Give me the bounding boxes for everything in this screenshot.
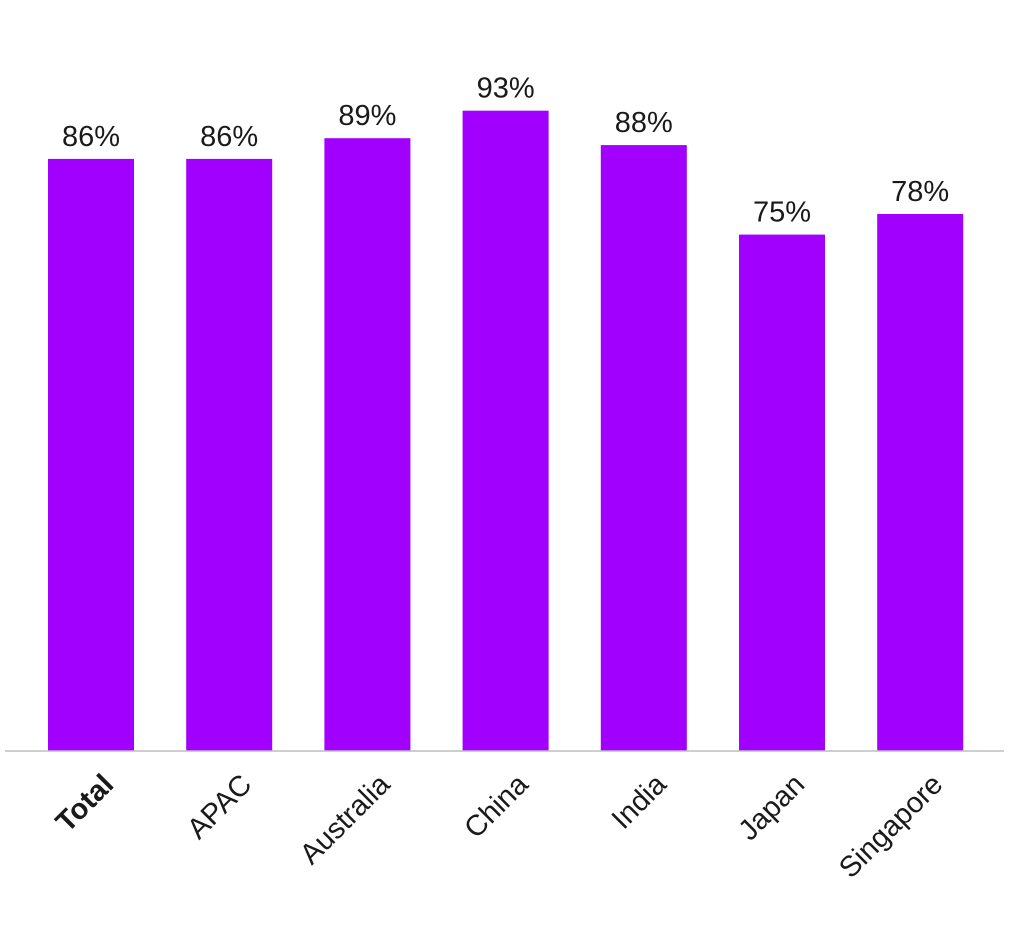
category-label-australia: Australia bbox=[294, 768, 397, 871]
value-labels-group: 86% 86% 89% 93% 88% 75% 78% bbox=[62, 73, 949, 229]
bar-china bbox=[462, 110, 549, 751]
category-label-singapore: Singapore bbox=[833, 768, 949, 884]
value-label-india: 88% bbox=[615, 107, 673, 139]
category-label-china: China bbox=[458, 768, 535, 845]
bars-group bbox=[48, 110, 964, 752]
value-label-apac: 86% bbox=[200, 121, 258, 153]
value-label-australia: 89% bbox=[338, 100, 396, 132]
value-label-total: 86% bbox=[62, 121, 120, 153]
bar-india bbox=[600, 145, 687, 752]
category-label-japan: Japan bbox=[733, 768, 811, 846]
value-label-singapore: 78% bbox=[891, 176, 949, 208]
value-label-japan: 75% bbox=[753, 197, 811, 229]
bar-singapore bbox=[877, 214, 964, 751]
category-label-apac: APAC bbox=[181, 768, 258, 845]
category-label-total: Total bbox=[50, 768, 120, 838]
bar-apac bbox=[186, 158, 273, 751]
bar-total bbox=[48, 158, 134, 751]
category-label-india: India bbox=[606, 768, 674, 836]
value-label-china: 93% bbox=[477, 73, 535, 105]
category-labels-group: Total APAC Australia China India Japan Singapo… bbox=[50, 768, 949, 885]
bar-australia bbox=[324, 138, 411, 751]
bar-japan bbox=[739, 234, 825, 752]
